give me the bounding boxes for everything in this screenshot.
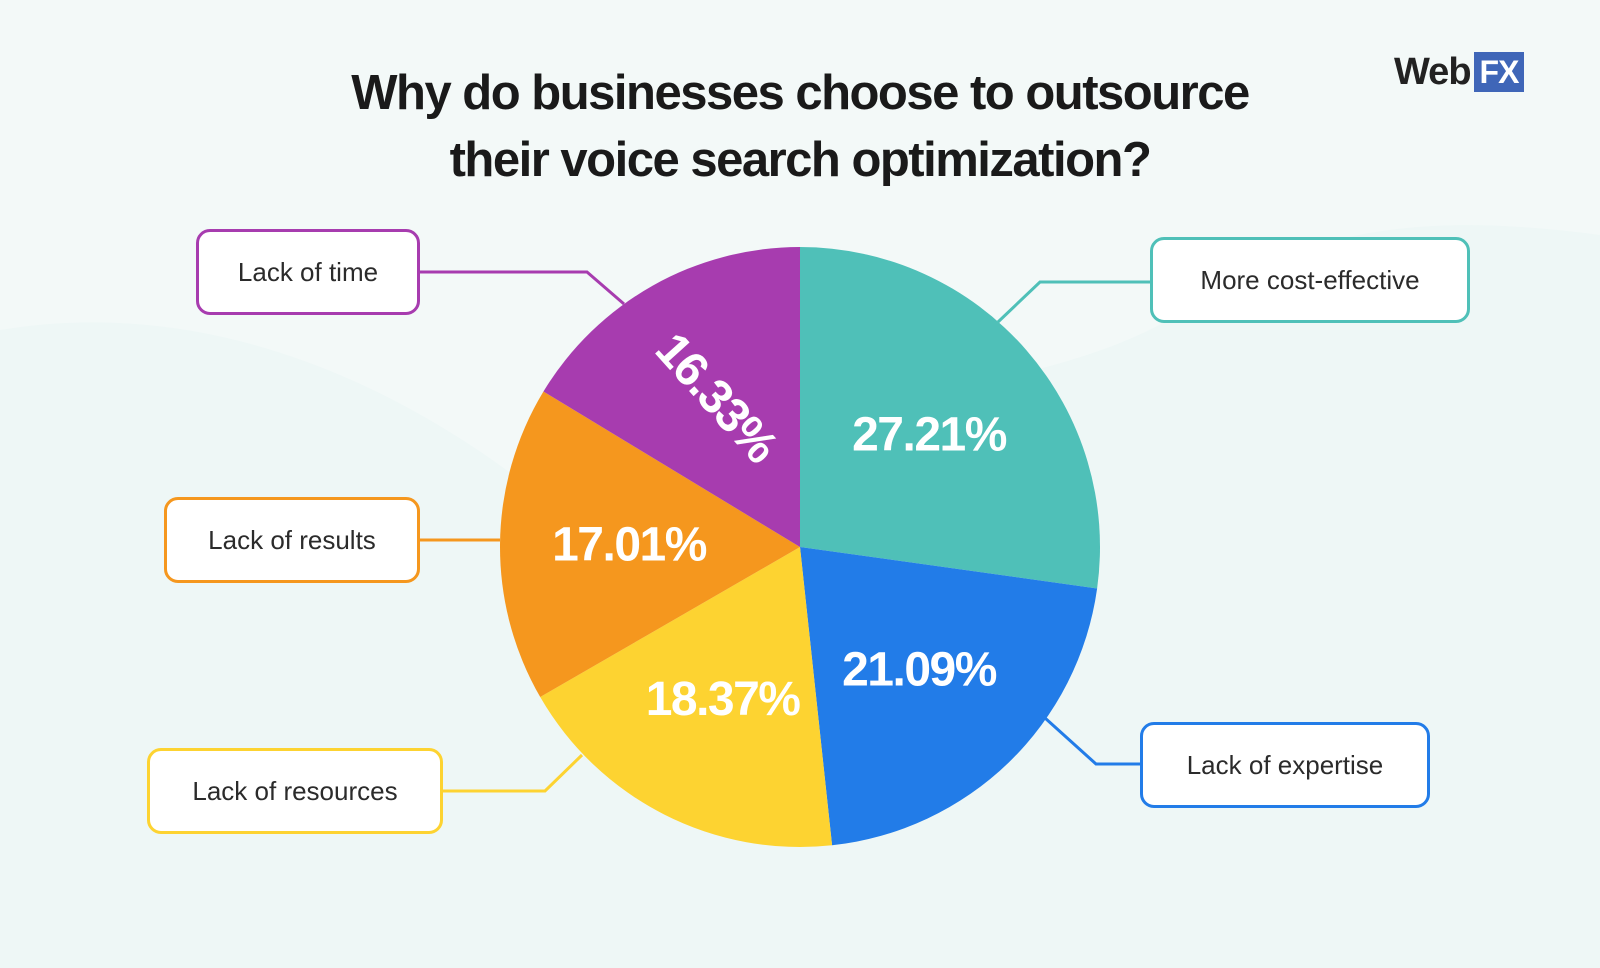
pie-slice-lack-of-time <box>543 247 800 547</box>
callout-lack-of-resources: Lack of resources <box>147 748 443 834</box>
callout-lack-of-time: Lack of time <box>196 229 420 315</box>
leader-line <box>420 270 625 306</box>
title-line-2: their voice search optimization? <box>449 133 1152 187</box>
pie-slice-lack-of-results <box>499 391 800 698</box>
slice-value-label: 27.21% <box>852 408 1007 461</box>
pie-slice-more-cost-effective <box>800 247 1101 589</box>
pie-slice-lack-of-expertise <box>800 547 1098 846</box>
slice-value-label: 17.01% <box>552 519 707 572</box>
slice-value-label: 18.37% <box>646 673 801 726</box>
slice-value-label: 21.09% <box>842 643 997 696</box>
logo-web-text: Web <box>1394 51 1472 93</box>
callout-lack-of-expertise: Lack of expertise <box>1140 722 1430 808</box>
webfx-logo: Web FX <box>1394 50 1525 94</box>
callout-more-cost-effective: More cost-effective <box>1150 237 1470 323</box>
leader-line <box>996 280 1150 324</box>
leader-line <box>1043 716 1140 766</box>
leader-line <box>443 753 584 793</box>
chart-title: Why do businesses choose to outsource th… <box>250 60 1350 194</box>
callout-lack-of-results: Lack of results <box>164 497 420 583</box>
logo-fx-badge: FX <box>1473 52 1525 92</box>
title-line-1: Why do businesses choose to outsource <box>351 66 1250 120</box>
pie-slice-lack-of-resources <box>540 547 833 847</box>
